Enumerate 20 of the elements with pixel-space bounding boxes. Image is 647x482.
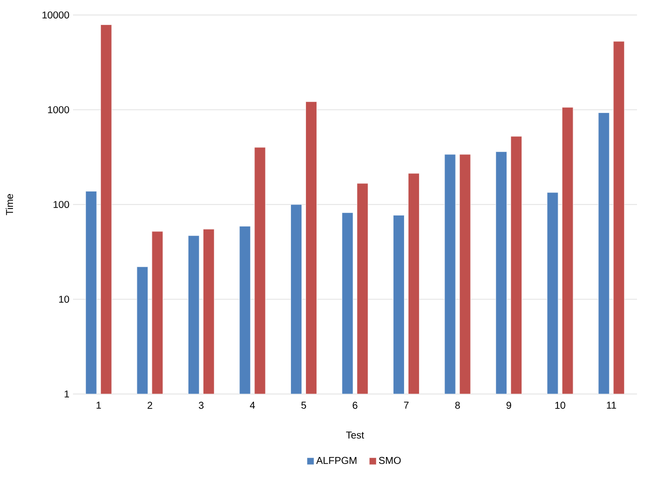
- x-tick-label: 5: [301, 402, 306, 409]
- y-tick-label: 100: [54, 200, 70, 208]
- y-tick-label: 10000: [42, 11, 70, 19]
- legend-label: SMO: [378, 456, 401, 464]
- x-tick-label: 11: [606, 402, 616, 409]
- x-tick-label: 2: [148, 402, 152, 409]
- legend-label: ALFPGM: [316, 456, 356, 464]
- x-axis-title: Test: [346, 432, 364, 439]
- y-tick-label: 10: [59, 296, 70, 303]
- x-tick-label: 4: [250, 402, 255, 409]
- y-axis-title: Time: [6, 194, 14, 216]
- x-tick-label: 9: [506, 402, 512, 409]
- x-tick-label: 6: [352, 402, 358, 409]
- y-tick-label: 1000: [48, 106, 70, 114]
- x-tick-label: 7: [404, 402, 409, 409]
- x-tick-label: 3: [198, 402, 204, 409]
- y-tick-label: 1: [64, 390, 69, 398]
- x-tick-label: 1: [96, 402, 101, 409]
- x-tick-label: 8: [455, 402, 460, 409]
- x-tick-label: 10: [555, 402, 566, 409]
